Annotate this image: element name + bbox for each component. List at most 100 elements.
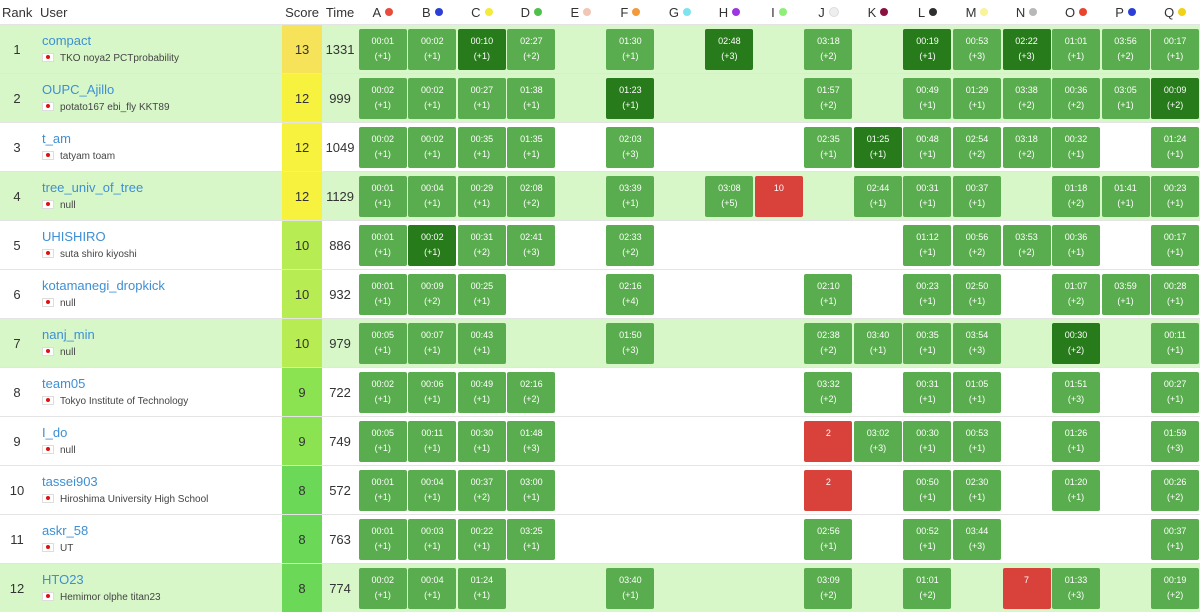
- solved-badge[interactable]: 01:30(+1): [606, 29, 654, 70]
- solved-badge[interactable]: 02:10(+1): [804, 274, 852, 315]
- team-name-link[interactable]: askr_58: [42, 523, 282, 539]
- solved-badge[interactable]: 03:32(+2): [804, 372, 852, 413]
- solved-badge[interactable]: 01:18(+2): [1052, 176, 1100, 217]
- problem-header-q[interactable]: Q: [1150, 0, 1200, 25]
- solved-badge[interactable]: 03:18(+2): [804, 29, 852, 70]
- solved-badge[interactable]: 02:16(+4): [606, 274, 654, 315]
- solved-badge[interactable]: 00:17(+1): [1151, 225, 1199, 266]
- team-name-link[interactable]: tassei903: [42, 474, 282, 490]
- solved-badge[interactable]: 00:30(+1): [903, 421, 951, 462]
- solved-badge[interactable]: 01:26(+1): [1052, 421, 1100, 462]
- solved-badge[interactable]: 02:27(+2): [507, 29, 555, 70]
- solved-badge[interactable]: 03:09(+2): [804, 568, 852, 609]
- solved-badge[interactable]: 00:50(+1): [903, 470, 951, 511]
- solved-badge[interactable]: 00:29(+1): [458, 176, 506, 217]
- wrong-attempts-badge[interactable]: 2: [804, 421, 852, 462]
- first-solve-badge[interactable]: 00:30(+2): [1052, 323, 1100, 364]
- solved-badge[interactable]: 02:33(+2): [606, 225, 654, 266]
- first-solve-badge[interactable]: 00:10(+1): [458, 29, 506, 70]
- solved-badge[interactable]: 00:35(+1): [903, 323, 951, 364]
- solved-badge[interactable]: 02:35(+1): [804, 127, 852, 168]
- solved-badge[interactable]: 00:31(+1): [903, 372, 951, 413]
- problem-header-a[interactable]: A: [358, 0, 408, 25]
- solved-badge[interactable]: 00:31(+2): [458, 225, 506, 266]
- solved-badge[interactable]: 00:05(+1): [359, 421, 407, 462]
- solved-badge[interactable]: 01:48(+3): [507, 421, 555, 462]
- problem-header-k[interactable]: K: [853, 0, 903, 25]
- solved-badge[interactable]: 00:11(+1): [1151, 323, 1199, 364]
- solved-badge[interactable]: 00:01(+1): [359, 29, 407, 70]
- solved-badge[interactable]: 02:50(+1): [953, 274, 1001, 315]
- solved-badge[interactable]: 00:09(+2): [408, 274, 456, 315]
- solved-badge[interactable]: 00:35(+1): [458, 127, 506, 168]
- problem-header-o[interactable]: O: [1051, 0, 1101, 25]
- problem-header-i[interactable]: I: [754, 0, 804, 25]
- solved-badge[interactable]: 00:23(+1): [1151, 176, 1199, 217]
- solved-badge[interactable]: 00:06(+1): [408, 372, 456, 413]
- team-name-link[interactable]: UHISHIRO: [42, 229, 282, 245]
- problem-header-c[interactable]: C: [457, 0, 507, 25]
- team-name-link[interactable]: I_do: [42, 425, 282, 441]
- solved-badge[interactable]: 02:44(+1): [854, 176, 902, 217]
- solved-badge[interactable]: 00:22(+1): [458, 519, 506, 560]
- first-solve-badge[interactable]: 00:02(+1): [408, 225, 456, 266]
- solved-badge[interactable]: 02:54(+2): [953, 127, 1001, 168]
- solved-badge[interactable]: 02:16(+2): [507, 372, 555, 413]
- solved-badge[interactable]: 01:24(+1): [1151, 127, 1199, 168]
- first-solve-badge[interactable]: 02:48(+3): [705, 29, 753, 70]
- problem-header-b[interactable]: B: [408, 0, 458, 25]
- solved-badge[interactable]: 00:23(+1): [903, 274, 951, 315]
- problem-header-j[interactable]: J: [804, 0, 854, 25]
- solved-badge[interactable]: 00:37(+1): [953, 176, 1001, 217]
- solved-badge[interactable]: 00:11(+1): [408, 421, 456, 462]
- solved-badge[interactable]: 03:05(+1): [1102, 78, 1150, 119]
- solved-badge[interactable]: 03:53(+2): [1003, 225, 1051, 266]
- solved-badge[interactable]: 01:24(+1): [458, 568, 506, 609]
- solved-badge[interactable]: 00:02(+1): [359, 78, 407, 119]
- team-name-link[interactable]: compact: [42, 33, 282, 49]
- problem-header-d[interactable]: D: [507, 0, 557, 25]
- solved-badge[interactable]: 00:19(+2): [1151, 568, 1199, 609]
- solved-badge[interactable]: 03:56(+2): [1102, 29, 1150, 70]
- solved-badge[interactable]: 01:12(+1): [903, 225, 951, 266]
- solved-badge[interactable]: 01:01(+2): [903, 568, 951, 609]
- solved-badge[interactable]: 00:02(+1): [408, 29, 456, 70]
- solved-badge[interactable]: 00:03(+1): [408, 519, 456, 560]
- solved-badge[interactable]: 01:35(+1): [507, 127, 555, 168]
- solved-badge[interactable]: 02:41(+3): [507, 225, 555, 266]
- solved-badge[interactable]: 00:49(+1): [903, 78, 951, 119]
- solved-badge[interactable]: 01:51(+3): [1052, 372, 1100, 413]
- solved-badge[interactable]: 03:39(+1): [606, 176, 654, 217]
- solved-badge[interactable]: 02:56(+1): [804, 519, 852, 560]
- solved-badge[interactable]: 00:52(+1): [903, 519, 951, 560]
- problem-header-n[interactable]: N: [1002, 0, 1052, 25]
- solved-badge[interactable]: 03:02(+3): [854, 421, 902, 462]
- solved-badge[interactable]: 00:27(+1): [458, 78, 506, 119]
- solved-badge[interactable]: 01:57(+2): [804, 78, 852, 119]
- wrong-attempts-badge[interactable]: 2: [804, 470, 852, 511]
- solved-badge[interactable]: 00:04(+1): [408, 470, 456, 511]
- solved-badge[interactable]: 01:50(+3): [606, 323, 654, 364]
- solved-badge[interactable]: 03:08(+5): [705, 176, 753, 217]
- solved-badge[interactable]: 00:53(+1): [953, 421, 1001, 462]
- solved-badge[interactable]: 00:36(+2): [1052, 78, 1100, 119]
- solved-badge[interactable]: 02:38(+2): [804, 323, 852, 364]
- solved-badge[interactable]: 03:59(+1): [1102, 274, 1150, 315]
- solved-badge[interactable]: 03:18(+2): [1003, 127, 1051, 168]
- solved-badge[interactable]: 00:31(+1): [903, 176, 951, 217]
- first-solve-badge[interactable]: 00:19(+1): [903, 29, 951, 70]
- problem-header-p[interactable]: P: [1101, 0, 1151, 25]
- problem-header-f[interactable]: F: [606, 0, 656, 25]
- solved-badge[interactable]: 02:30(+1): [953, 470, 1001, 511]
- solved-badge[interactable]: 03:38(+2): [1003, 78, 1051, 119]
- team-name-link[interactable]: t_am: [42, 131, 282, 147]
- solved-badge[interactable]: 00:05(+1): [359, 323, 407, 364]
- solved-badge[interactable]: 02:03(+3): [606, 127, 654, 168]
- problem-header-l[interactable]: L: [903, 0, 953, 25]
- solved-badge[interactable]: 00:28(+1): [1151, 274, 1199, 315]
- solved-badge[interactable]: 00:01(+1): [359, 176, 407, 217]
- solved-badge[interactable]: 00:01(+1): [359, 225, 407, 266]
- solved-badge[interactable]: 00:01(+1): [359, 519, 407, 560]
- solved-badge[interactable]: 00:17(+1): [1151, 29, 1199, 70]
- solved-badge[interactable]: 00:02(+1): [359, 568, 407, 609]
